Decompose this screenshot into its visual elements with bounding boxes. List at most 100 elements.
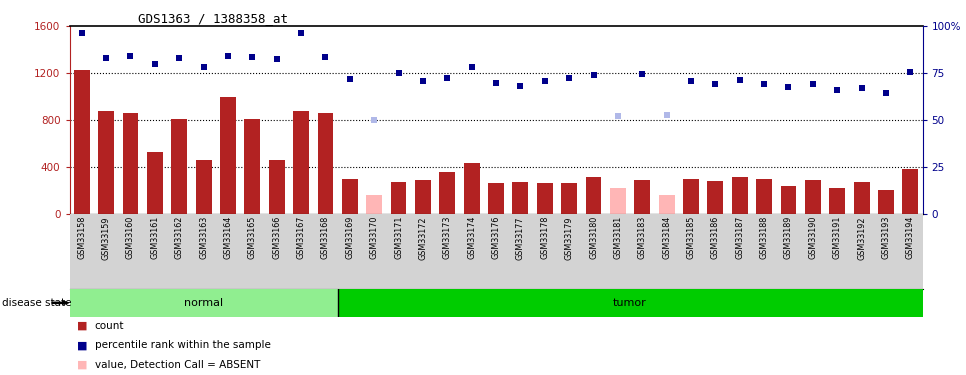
Text: GSM33191: GSM33191 <box>833 216 841 260</box>
Bar <box>878 190 894 214</box>
Text: percentile rank within the sample: percentile rank within the sample <box>95 340 270 350</box>
Bar <box>464 164 479 214</box>
Text: GSM33163: GSM33163 <box>199 216 208 259</box>
Bar <box>585 177 602 214</box>
Bar <box>390 182 407 214</box>
Text: GSM33185: GSM33185 <box>687 216 696 260</box>
Bar <box>244 119 260 214</box>
Point <box>830 87 845 93</box>
Point <box>147 61 162 67</box>
Point <box>878 90 894 96</box>
Text: GSM33169: GSM33169 <box>345 216 355 260</box>
Text: GSM33172: GSM33172 <box>418 216 427 260</box>
Text: GSM33179: GSM33179 <box>565 216 574 260</box>
Point <box>513 83 528 89</box>
Bar <box>171 119 187 214</box>
Bar <box>537 183 553 214</box>
Text: GSM33186: GSM33186 <box>711 216 720 259</box>
Text: GSM33183: GSM33183 <box>638 216 647 259</box>
Text: GSM33164: GSM33164 <box>223 216 233 259</box>
Text: GDS1363 / 1388358_at: GDS1363 / 1388358_at <box>138 12 288 25</box>
Bar <box>293 111 309 214</box>
Bar <box>902 169 919 214</box>
Point <box>366 117 382 123</box>
Text: ■: ■ <box>77 321 88 331</box>
Bar <box>610 188 626 214</box>
Point <box>561 75 577 81</box>
Bar <box>561 183 577 214</box>
Point <box>464 64 479 70</box>
Text: GSM33166: GSM33166 <box>272 216 281 259</box>
Text: GSM33170: GSM33170 <box>370 216 379 260</box>
Text: GSM33184: GSM33184 <box>662 216 671 259</box>
Bar <box>756 178 772 214</box>
Text: GSM33180: GSM33180 <box>589 216 598 259</box>
Text: GSM33162: GSM33162 <box>175 216 184 260</box>
Text: value, Detection Call = ABSENT: value, Detection Call = ABSENT <box>95 360 260 370</box>
Point <box>244 54 260 60</box>
Text: ■: ■ <box>77 340 88 350</box>
Bar <box>196 160 212 214</box>
Point <box>488 80 504 86</box>
Text: GSM33194: GSM33194 <box>906 216 915 260</box>
Point <box>854 86 869 92</box>
Text: GSM33173: GSM33173 <box>442 216 452 260</box>
Text: GSM33168: GSM33168 <box>321 216 330 259</box>
Point <box>123 53 138 58</box>
Bar <box>707 181 724 214</box>
Point <box>196 64 212 70</box>
Point <box>318 54 333 60</box>
Text: GSM33176: GSM33176 <box>492 216 500 260</box>
Bar <box>513 182 528 214</box>
Point <box>415 78 431 84</box>
Text: GSM33174: GSM33174 <box>468 216 476 260</box>
Text: GSM33189: GSM33189 <box>784 216 793 260</box>
Text: ■: ■ <box>77 360 88 370</box>
Bar <box>366 195 383 214</box>
Bar <box>73 70 90 214</box>
Text: GSM33165: GSM33165 <box>248 216 257 260</box>
Text: GSM33158: GSM33158 <box>77 216 86 260</box>
Point <box>537 78 553 84</box>
Text: GSM33160: GSM33160 <box>126 216 135 259</box>
Text: GSM33171: GSM33171 <box>394 216 403 260</box>
Point <box>781 84 796 90</box>
Bar <box>488 183 504 214</box>
Text: GSM33181: GSM33181 <box>613 216 622 259</box>
Text: count: count <box>95 321 125 331</box>
Bar <box>830 188 845 214</box>
Text: disease state: disease state <box>2 298 71 308</box>
Bar <box>123 113 138 214</box>
Bar <box>70 289 338 317</box>
Point <box>708 81 724 87</box>
Bar <box>440 172 455 214</box>
Bar <box>99 111 114 214</box>
Point <box>294 30 309 36</box>
Bar <box>732 177 748 214</box>
Point <box>611 114 626 120</box>
Bar <box>781 186 796 214</box>
Point <box>732 77 748 83</box>
Point <box>440 75 455 81</box>
Text: GSM33167: GSM33167 <box>297 216 305 260</box>
Bar <box>338 289 923 317</box>
Bar <box>269 160 285 214</box>
Bar <box>220 97 236 214</box>
Text: GSM33188: GSM33188 <box>759 216 769 259</box>
Bar <box>318 113 333 214</box>
Point <box>635 71 650 77</box>
Point <box>172 55 187 61</box>
Point <box>659 112 674 118</box>
Bar <box>854 182 869 214</box>
Point <box>585 72 601 78</box>
Bar <box>805 180 821 214</box>
Text: GSM33161: GSM33161 <box>151 216 159 259</box>
Point <box>902 69 918 75</box>
Point <box>391 70 407 76</box>
Point <box>805 81 820 87</box>
Point <box>220 53 236 58</box>
Point <box>342 76 357 82</box>
Bar <box>659 195 674 214</box>
Text: normal: normal <box>185 298 223 308</box>
Point <box>99 55 114 61</box>
